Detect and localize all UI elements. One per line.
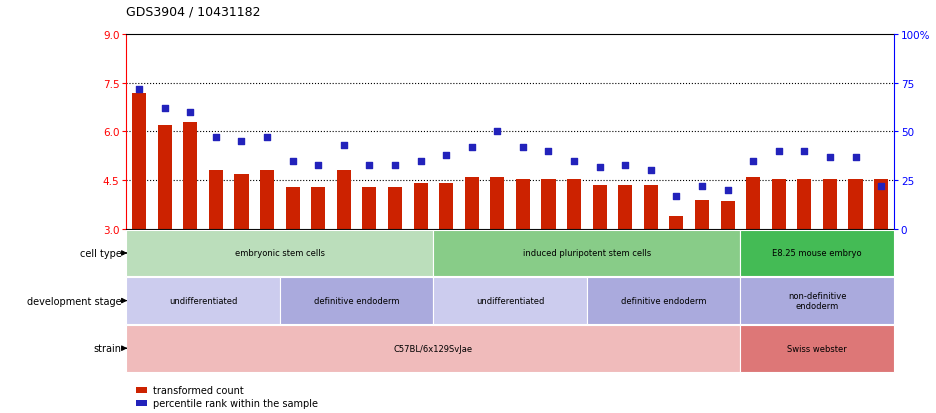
Point <box>388 162 402 169</box>
Bar <box>132 93 146 229</box>
Bar <box>311 187 326 229</box>
Point <box>311 162 326 169</box>
Text: cell type: cell type <box>80 248 122 259</box>
Point <box>490 129 505 135</box>
Text: E8.25 mouse embryo: E8.25 mouse embryo <box>772 249 862 258</box>
Point <box>362 162 377 169</box>
Bar <box>209 171 223 229</box>
Point <box>209 135 224 141</box>
Point <box>259 135 274 141</box>
Point <box>669 193 684 199</box>
Bar <box>618 185 633 229</box>
Bar <box>541 179 556 229</box>
Point <box>566 158 581 164</box>
Bar <box>567 179 581 229</box>
Point <box>797 148 812 155</box>
Bar <box>516 179 530 229</box>
Text: Swiss webster: Swiss webster <box>787 344 847 353</box>
Point <box>695 183 709 190</box>
Text: undifferentiated: undifferentiated <box>475 297 545 305</box>
Bar <box>669 216 683 229</box>
Point <box>183 109 197 116</box>
Bar <box>592 185 607 229</box>
Text: definitive endoderm: definitive endoderm <box>314 297 400 305</box>
Point <box>592 164 607 171</box>
Bar <box>695 200 709 229</box>
Point <box>771 148 786 155</box>
Bar <box>823 179 837 229</box>
Bar <box>414 184 428 229</box>
Bar <box>746 178 760 229</box>
Bar <box>464 178 479 229</box>
Point <box>439 152 454 159</box>
Point <box>873 183 888 190</box>
Point <box>157 106 172 112</box>
Text: GDS3904 / 10431182: GDS3904 / 10431182 <box>126 6 261 19</box>
Point <box>541 148 556 155</box>
Bar <box>439 184 453 229</box>
Bar <box>644 185 658 229</box>
Text: non-definitive
endoderm: non-definitive endoderm <box>788 291 846 311</box>
Point <box>464 145 479 151</box>
Point <box>336 142 351 149</box>
Point <box>132 86 147 93</box>
Text: percentile rank within the sample: percentile rank within the sample <box>153 398 317 408</box>
Text: development stage: development stage <box>27 296 122 306</box>
Point <box>823 154 838 161</box>
Point <box>234 138 249 145</box>
Bar <box>234 174 249 229</box>
Text: transformed count: transformed count <box>153 385 243 395</box>
Point <box>285 158 300 164</box>
Bar <box>260 171 274 229</box>
Point <box>413 158 428 164</box>
Bar <box>337 171 351 229</box>
Bar <box>183 122 197 229</box>
Bar <box>797 179 812 229</box>
Text: strain: strain <box>94 343 122 354</box>
Bar <box>874 179 888 229</box>
Bar <box>362 187 376 229</box>
Point <box>848 154 863 161</box>
Point <box>720 187 735 194</box>
Text: induced pluripotent stem cells: induced pluripotent stem cells <box>522 249 651 258</box>
Bar <box>721 202 735 229</box>
Bar <box>388 187 402 229</box>
Bar <box>490 178 505 229</box>
Bar <box>285 187 300 229</box>
Text: undifferentiated: undifferentiated <box>168 297 238 305</box>
Text: C57BL/6x129SvJae: C57BL/6x129SvJae <box>394 344 473 353</box>
Bar <box>771 179 786 229</box>
Text: embryonic stem cells: embryonic stem cells <box>235 249 325 258</box>
Point <box>516 145 531 151</box>
Point <box>643 168 658 174</box>
Text: definitive endoderm: definitive endoderm <box>621 297 707 305</box>
Point <box>746 158 761 164</box>
Point <box>618 162 633 169</box>
Bar <box>157 126 172 229</box>
Bar <box>848 179 863 229</box>
